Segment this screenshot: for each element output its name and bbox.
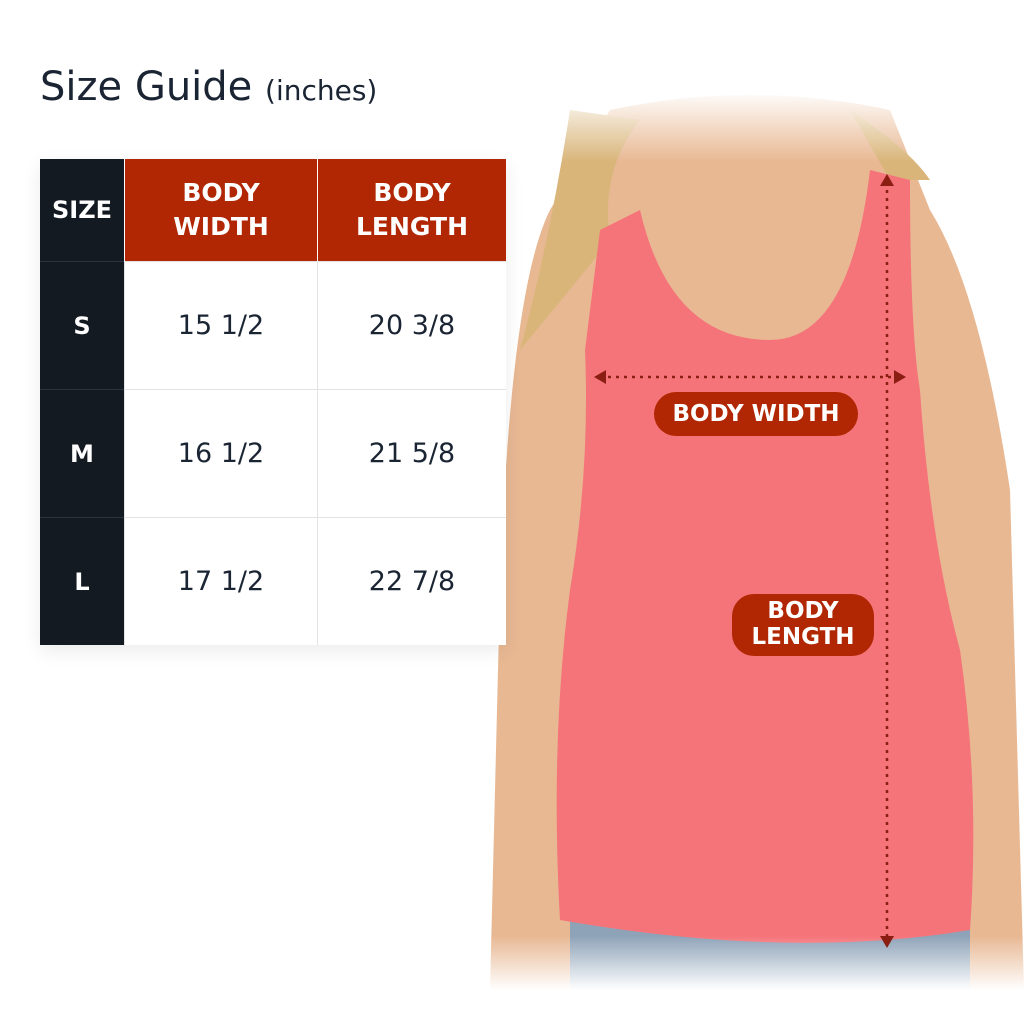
header-body-length: BODY LENGTH [317,159,506,262]
body-width-label: BODY WIDTH [654,392,858,436]
width-cell: 15 1/2 [124,261,318,390]
page-title: Size Guide (inches) [40,64,377,110]
header-text: BODY [373,178,451,207]
table-row: M 16 1/2 21 5/8 [40,389,506,518]
header-text: BODY [182,178,260,207]
table-row: L 17 1/2 22 7/8 [40,517,506,645]
table-row: S 15 1/2 20 3/8 [40,261,506,390]
model-photo [490,90,1024,990]
length-cell: 21 5/8 [317,389,506,518]
length-cell: 20 3/8 [317,261,506,390]
width-cell: 17 1/2 [124,517,318,645]
header-size: SIZE [40,159,125,262]
length-label-line2: LENGTH [751,624,855,650]
header-body-width: BODY WIDTH [124,159,318,262]
title-unit: (inches) [265,74,378,107]
size-cell: L [40,517,125,645]
length-cell: 22 7/8 [317,517,506,645]
size-cell: S [40,261,125,390]
width-cell: 16 1/2 [124,389,318,518]
title-text: Size Guide [40,64,253,110]
length-label-line1: BODY [767,598,839,624]
size-cell: M [40,389,125,518]
header-text: LENGTH [356,212,468,241]
body-length-label: BODY LENGTH [732,594,874,656]
size-table: SIZE BODY WIDTH BODY LENGTH S 15 1/2 20 3/… [40,159,506,645]
table-header-row: SIZE BODY WIDTH BODY LENGTH [40,159,506,262]
header-text: WIDTH [173,212,269,241]
